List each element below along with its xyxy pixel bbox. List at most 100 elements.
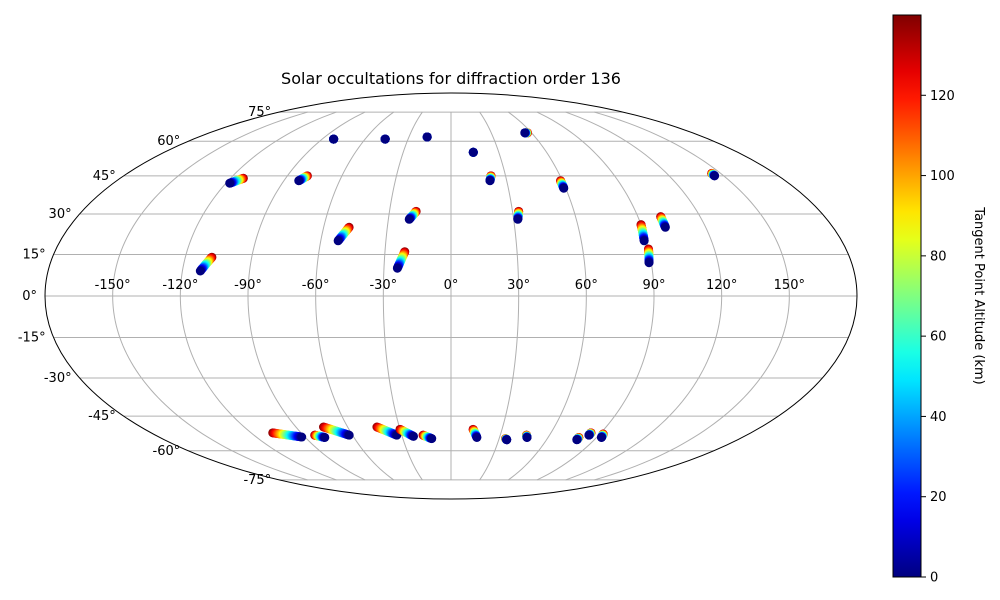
occultation-point [485, 176, 495, 186]
occultation-point [333, 236, 343, 246]
colorbar-tick-label: 0 [930, 571, 938, 586]
occultation-point [502, 435, 512, 445]
longitude-gridline [179, 111, 337, 481]
latitude-tick-label: 30° [49, 207, 72, 222]
occultation-point [297, 432, 307, 442]
occultation-point [344, 430, 354, 440]
occultation-point [195, 266, 205, 276]
occultation-track [485, 171, 496, 186]
colorbar-tick-label: 40 [930, 410, 947, 425]
occultation-point [584, 430, 594, 440]
occultation-point [520, 128, 530, 138]
latitude-tick-label: -75° [243, 473, 271, 488]
latitude-tick-label: 45° [93, 169, 116, 184]
colorbar-gradient [892, 14, 922, 578]
colorbar-tick-label: 80 [930, 249, 947, 264]
colorbar: 0 20 40 60 80 100 120 [892, 14, 955, 586]
graticule [44, 92, 858, 500]
occultation-track [195, 252, 217, 276]
occultation-point [329, 134, 339, 144]
longitude-tick-label: 150° [774, 278, 805, 293]
occultation-point [409, 431, 419, 441]
occultation-point [320, 432, 330, 442]
occultation-point [559, 183, 569, 193]
occultation-track [294, 171, 312, 186]
occultation-point [422, 132, 432, 142]
latitude-tick-label: -60° [153, 444, 181, 459]
colorbar-tick-label: 120 [930, 89, 955, 104]
latitude-tick-label: 60° [157, 134, 180, 149]
occultation-track [572, 432, 584, 445]
longitude-gridline [112, 111, 308, 481]
longitude-tick-label: 90° [642, 278, 665, 293]
latitude-tick-label: -30° [44, 371, 72, 386]
occultation-point [639, 236, 649, 246]
latitude-tick-label: 0° [22, 289, 37, 304]
latitude-tick-label: -15° [18, 331, 46, 346]
colorbar-label: Tangent Point Altitude (km) [971, 206, 986, 384]
occultation-track [584, 428, 596, 440]
occultation-point [572, 435, 582, 445]
occultation-point [404, 214, 414, 224]
occultation-point [427, 434, 437, 444]
map-frame [44, 92, 858, 500]
longitude-gridline [247, 111, 366, 481]
occultation-track [468, 147, 478, 157]
occultation-point [644, 258, 654, 268]
longitude-tick-label: 60° [575, 278, 598, 293]
occultation-point [513, 214, 523, 224]
occultation-track [636, 220, 649, 246]
occultation-track [319, 422, 354, 440]
occultation-point [225, 178, 235, 188]
longitude-gridline [565, 111, 723, 481]
latitude-tick-labels: -75° -60° -45° -30° -15° 0° 15° 30° 45° 60° 75° [18, 105, 271, 488]
graticule-lines [45, 111, 857, 481]
occultation-track [333, 222, 354, 246]
occultation-track [418, 430, 437, 444]
occultation-point [472, 432, 482, 442]
longitude-tick-label: -120° [162, 278, 198, 293]
occultation-track [225, 173, 248, 188]
longitude-gridline [507, 111, 587, 481]
occultation-track [656, 212, 670, 232]
occultation-track [522, 430, 532, 442]
occultation-track [513, 206, 524, 224]
longitude-gridline [536, 111, 655, 481]
occultation-track [468, 424, 482, 442]
occultation-points [195, 128, 720, 445]
occultation-track [643, 244, 654, 268]
occultation-track [422, 132, 432, 142]
longitude-tick-labels: -150° -120° -90° -60° -30° 0° 30° 60° 90° 120° 150… [95, 278, 805, 293]
occultation-track [520, 128, 532, 138]
occultation-point [294, 176, 304, 186]
occultation-track [380, 134, 390, 144]
longitude-gridline [594, 111, 790, 481]
longitude-tick-label: 30° [507, 278, 530, 293]
occultation-track [556, 176, 569, 193]
occultation-point [522, 432, 532, 442]
longitude-tick-label: -90° [234, 278, 262, 293]
occultation-track [372, 422, 402, 440]
chart-title: Solar occultations for diffraction order… [281, 69, 621, 88]
occultation-point [660, 222, 670, 232]
longitude-gridline [315, 111, 395, 481]
longitude-tick-label: 120° [706, 278, 737, 293]
occultation-point [380, 134, 390, 144]
occultation-track [596, 429, 608, 442]
occultation-track [268, 428, 307, 442]
occultation-point [710, 171, 720, 181]
occultation-point [468, 147, 478, 157]
occultation-track [501, 434, 512, 445]
occultation-track [404, 206, 421, 224]
longitude-tick-label: -150° [95, 278, 131, 293]
occultation-track [392, 247, 410, 273]
colorbar-tick-label: 20 [930, 490, 947, 505]
occultation-point [596, 432, 606, 442]
colorbar-tick-label: 100 [930, 169, 955, 184]
occultation-track [310, 430, 330, 442]
occultation-track [707, 168, 720, 181]
occultation-track [329, 134, 339, 144]
latitude-tick-label: 75° [248, 105, 271, 120]
latitude-tick-label: -45° [88, 409, 116, 424]
